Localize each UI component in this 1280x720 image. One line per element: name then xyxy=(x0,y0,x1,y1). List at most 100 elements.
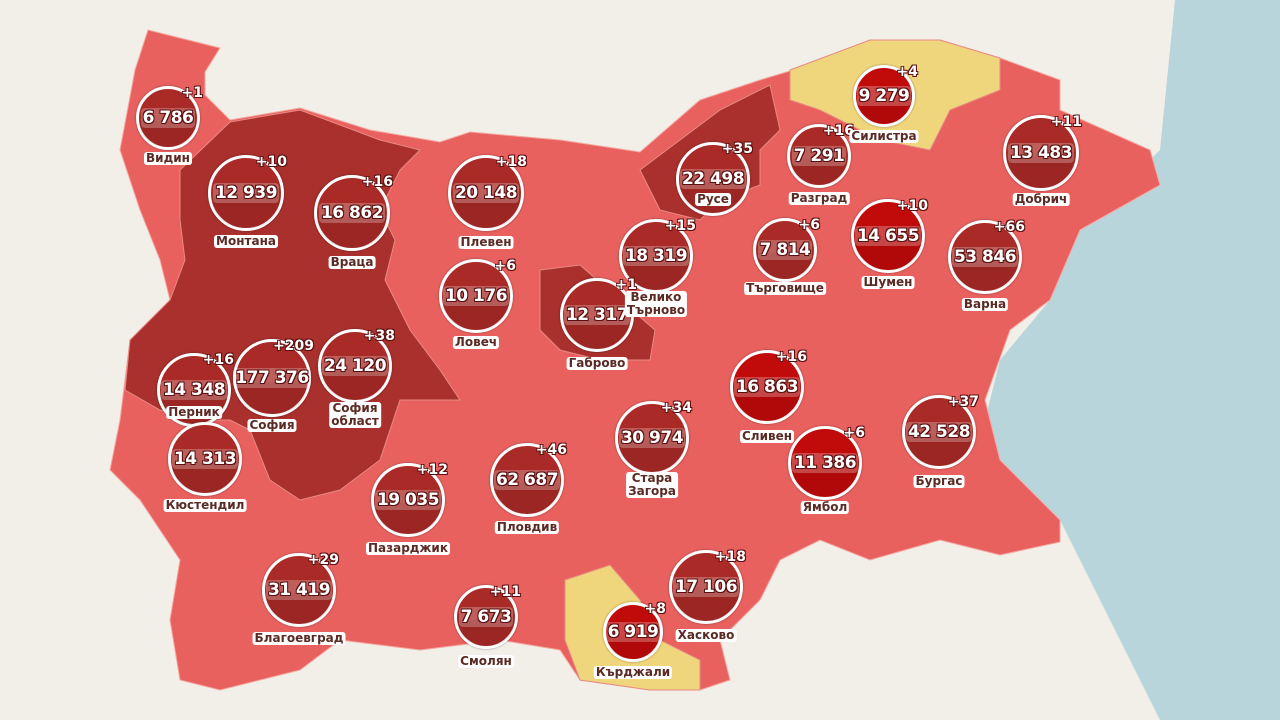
region-name: Русе xyxy=(695,192,731,206)
new-cases: +16 xyxy=(361,174,393,190)
region-name: Стара Загора xyxy=(626,471,678,498)
total-cases: 7 814 xyxy=(757,240,813,260)
total-cases: 14 655 xyxy=(854,226,922,246)
new-cases: +4 xyxy=(896,64,918,80)
region-bubble[interactable]: 7 814 +6 xyxy=(753,217,820,282)
total-cases: 7 673 xyxy=(458,607,514,627)
total-cases: 31 419 xyxy=(265,580,333,600)
region-name: Ловеч xyxy=(452,335,500,349)
region-bubble[interactable]: 14 655 +10 xyxy=(851,198,928,273)
new-cases: +46 xyxy=(535,442,567,458)
new-cases: +18 xyxy=(714,549,746,565)
total-cases: 22 498 xyxy=(679,169,747,189)
region-name: Смолян xyxy=(458,654,514,668)
region-bubble[interactable]: 7 673 +11 xyxy=(454,584,521,649)
new-cases: +66 xyxy=(993,219,1025,235)
region-bubble[interactable]: 24 120 +38 xyxy=(318,328,395,403)
new-cases: +18 xyxy=(495,154,527,170)
new-cases: +11 xyxy=(1050,114,1082,130)
total-cases: 6 786 xyxy=(140,108,196,128)
new-cases: +37 xyxy=(947,394,979,410)
region-name: Кърджали xyxy=(593,665,673,679)
total-cases: 14 313 xyxy=(171,449,239,469)
total-cases: 30 974 xyxy=(618,428,686,448)
new-cases: +10 xyxy=(255,154,287,170)
region-bubble[interactable]: 16 863 +16 xyxy=(730,349,807,424)
new-cases: +16 xyxy=(202,352,234,368)
region-name: Плевен xyxy=(458,235,514,249)
new-cases: +29 xyxy=(307,552,339,568)
region-name: Сливен xyxy=(739,429,795,443)
region-name: Монтана xyxy=(214,234,278,248)
region-bubble[interactable]: 6 919 +8 xyxy=(603,601,666,662)
new-cases: +10 xyxy=(896,198,928,214)
region-bubble[interactable]: 177 376 +209 xyxy=(233,338,314,417)
total-cases: 12 939 xyxy=(212,183,280,203)
new-cases: +8 xyxy=(644,601,666,617)
region-name: Търговище xyxy=(744,281,826,295)
region-bubble[interactable]: 12 939 +10 xyxy=(208,154,287,231)
region-name: София област xyxy=(329,401,381,428)
new-cases: +1 xyxy=(181,85,203,101)
region-bubble[interactable]: 7 291 +16 xyxy=(787,123,854,188)
total-cases: 14 348 xyxy=(160,380,228,400)
total-cases: 11 386 xyxy=(791,453,859,473)
region-name: Разград xyxy=(788,191,850,205)
region-name: Велико Търново xyxy=(624,290,688,317)
region-bubble[interactable]: 20 148 +18 xyxy=(448,154,527,231)
region-name: София xyxy=(247,418,297,432)
region-bubble[interactable]: 10 176 +6 xyxy=(439,258,516,333)
new-cases: +6 xyxy=(494,258,516,274)
region-bubble[interactable]: 13 483 +11 xyxy=(1003,114,1082,191)
region-bubble[interactable]: 42 528 +37 xyxy=(902,394,979,469)
region-bubble[interactable]: 9 279 +4 xyxy=(853,64,918,127)
total-cases: 42 528 xyxy=(905,422,973,442)
region-bubble[interactable]: 30 974 +34 xyxy=(615,400,692,475)
region-name: Враца xyxy=(328,255,376,269)
new-cases: +16 xyxy=(775,349,807,365)
region-name: Благоевград xyxy=(252,631,346,645)
new-cases: +38 xyxy=(363,328,395,344)
region-bubble[interactable]: 11 386 +6 xyxy=(788,425,865,500)
region-bubble[interactable]: 6 786 +1 xyxy=(136,85,203,150)
region-name: Пазарджик xyxy=(366,541,450,555)
new-cases: +15 xyxy=(664,218,696,234)
total-cases: 7 291 xyxy=(791,146,847,166)
region-name: Габрово xyxy=(566,356,628,370)
new-cases: +16 xyxy=(822,123,854,139)
region-name: Пловдив xyxy=(494,520,560,534)
new-cases: +6 xyxy=(798,217,820,233)
region-name: Шумен xyxy=(861,275,915,289)
sea xyxy=(985,0,1280,720)
region-bubble[interactable]: 53 846 +66 xyxy=(948,219,1025,294)
region-name: Варна xyxy=(961,297,1009,311)
new-cases: +11 xyxy=(489,584,521,600)
region-bubble[interactable]: 19 035 +12 xyxy=(371,462,448,537)
total-cases: 16 862 xyxy=(318,203,386,223)
region-name: Бургас xyxy=(913,474,965,488)
new-cases: +6 xyxy=(843,425,865,441)
total-cases: 6 919 xyxy=(605,622,661,642)
total-cases: 10 176 xyxy=(442,286,510,306)
region-bubble[interactable]: 16 862 +16 xyxy=(314,174,393,251)
region-bubble[interactable]: 31 419 +29 xyxy=(262,552,339,627)
region-bubble[interactable]: 12 317 +1 xyxy=(560,277,637,352)
region-name: Силистра xyxy=(849,129,919,143)
total-cases: 19 035 xyxy=(374,490,442,510)
total-cases: 177 376 xyxy=(233,368,311,388)
region-bubble[interactable]: 14 313 xyxy=(168,422,242,496)
total-cases: 9 279 xyxy=(856,86,912,106)
new-cases: +1 xyxy=(615,277,637,293)
region-bubble[interactable]: 17 106 +18 xyxy=(669,549,746,624)
new-cases: +34 xyxy=(660,400,692,416)
total-cases: 62 687 xyxy=(493,470,561,490)
total-cases: 20 148 xyxy=(452,183,520,203)
new-cases: +12 xyxy=(416,462,448,478)
region-bubble[interactable]: 18 319 +15 xyxy=(619,218,696,293)
total-cases: 13 483 xyxy=(1007,143,1075,163)
total-cases: 16 863 xyxy=(733,377,801,397)
total-cases: 24 120 xyxy=(321,356,389,376)
total-cases: 53 846 xyxy=(951,247,1019,267)
total-cases: 18 319 xyxy=(622,246,690,266)
region-bubble[interactable]: 62 687 +46 xyxy=(490,442,567,517)
